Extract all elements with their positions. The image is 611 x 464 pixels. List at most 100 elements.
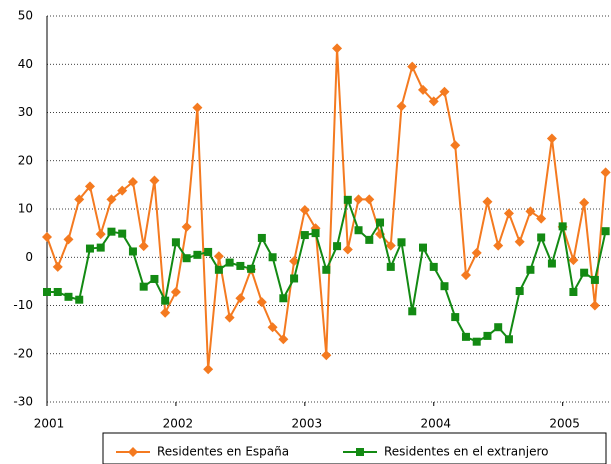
marker [343,195,352,204]
marker [256,297,267,308]
marker [43,287,51,296]
marker [503,208,514,219]
marker [63,234,74,245]
marker [107,227,116,236]
y-tick-label: -20 [13,346,33,360]
marker [439,86,450,97]
marker [257,233,266,242]
marker [365,235,374,244]
marker [181,221,192,232]
marker [138,241,149,252]
marker [482,196,493,207]
marker [333,242,342,251]
y-tick-label: 0 [25,250,33,264]
marker [299,204,310,215]
marker [53,287,62,296]
marker [267,322,278,333]
marker [460,270,471,281]
marker [396,101,407,112]
marker [568,255,579,266]
marker [471,247,482,258]
marker [300,231,309,240]
marker [290,274,299,283]
marker [139,282,148,291]
marker [278,334,289,345]
marker [182,254,191,263]
marker [170,286,181,297]
marker [247,264,256,273]
marker [322,265,331,274]
marker [580,268,589,277]
y-tick-label: -10 [13,298,33,312]
x-tick-label: 2003 [292,417,323,431]
marker [342,244,353,255]
marker [203,364,214,375]
x-tick-label: 2004 [420,417,451,431]
legend-label: Residentes en España [157,445,289,459]
marker [268,253,277,262]
marker [96,243,105,252]
x-tick-label: 2001 [34,417,65,431]
marker [128,447,138,457]
x-tick-label: 2002 [163,417,194,431]
marker [418,84,428,95]
marker [376,218,385,227]
marker [289,256,300,267]
marker [356,448,364,456]
marker [192,102,203,113]
marker [419,243,427,252]
marker [558,222,567,231]
marker [149,175,160,186]
marker [397,238,406,247]
legend-box [102,432,607,464]
marker [407,61,418,72]
marker [106,194,117,205]
marker [95,229,106,240]
marker [472,337,481,346]
marker [213,251,224,262]
marker [579,197,590,208]
marker [235,293,246,304]
marker [214,265,223,274]
y-tick-label: -30 [13,395,33,409]
marker [204,247,213,256]
marker [150,274,159,283]
marker [332,43,343,54]
x-tick-label: 2005 [549,417,580,431]
marker [128,247,137,256]
legend-label: Residentes en el extranjero [384,445,548,459]
y-tick-label: 40 [18,57,33,71]
marker [526,265,535,274]
marker [118,229,127,238]
marker [171,238,180,247]
marker [193,250,202,259]
marker [225,258,234,267]
y-tick-label: 10 [18,202,33,216]
marker [536,213,547,224]
marker [461,332,470,341]
marker [601,227,610,236]
marker [224,312,235,323]
marker [450,140,461,151]
marker [504,335,513,344]
marker [64,292,73,301]
marker [75,295,84,304]
marker [515,287,524,296]
marker [590,275,599,284]
marker [42,231,52,242]
marker [494,323,503,332]
marker [364,194,375,205]
marker [74,194,85,205]
marker [127,176,138,187]
marker [321,350,332,361]
marker [408,307,417,316]
marker [428,96,439,107]
marker [84,181,95,192]
marker [161,296,170,305]
series [43,195,610,346]
marker [279,294,288,303]
marker [451,313,460,322]
marker [354,226,363,235]
marker [440,282,449,291]
marker [525,206,536,217]
